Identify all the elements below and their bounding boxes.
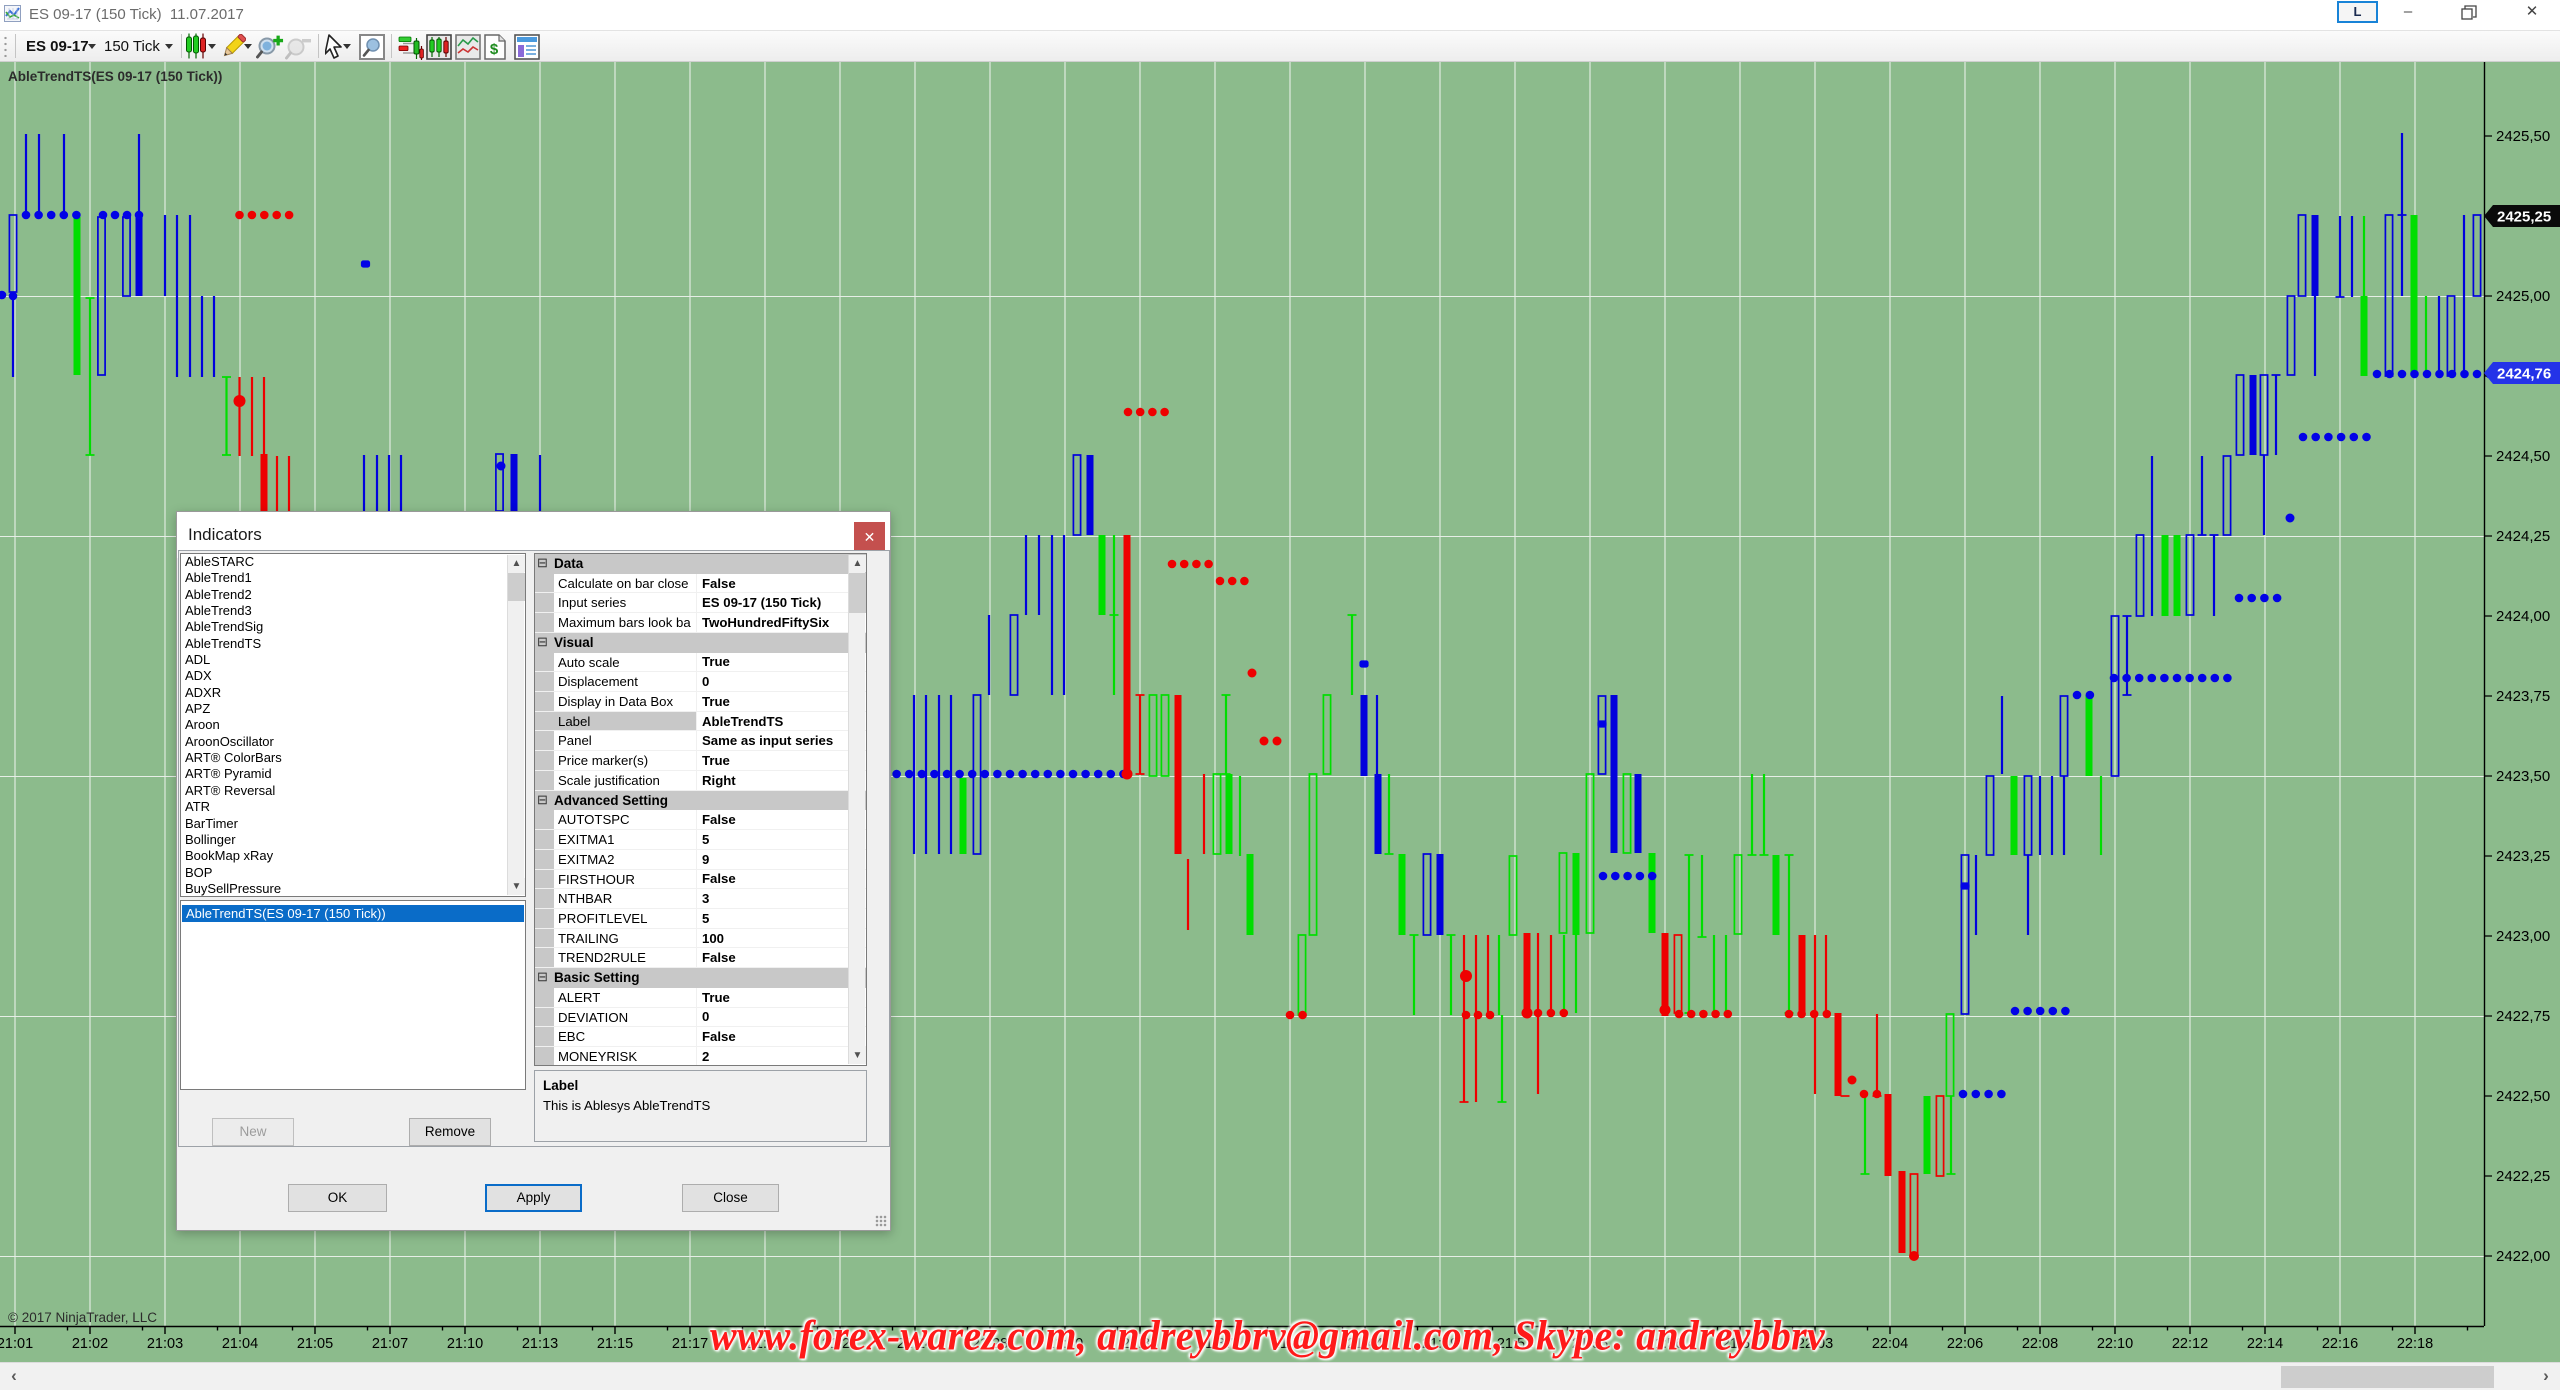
- svg-text:AbleTrendTS(ES 09-17 (150 Tick: AbleTrendTS(ES 09-17 (150 Tick)): [8, 69, 222, 84]
- svg-text:21:05: 21:05: [297, 1336, 333, 1352]
- svg-text:2423,75: 2423,75: [2496, 688, 2550, 705]
- svg-text:2423,50: 2423,50: [2496, 768, 2550, 785]
- svg-text:2422,50: 2422,50: [2496, 1088, 2550, 1105]
- svg-text:21:02: 21:02: [72, 1336, 108, 1352]
- svg-text:21:52: 21:52: [1497, 1336, 1533, 1352]
- svg-text:21:10: 21:10: [447, 1336, 483, 1352]
- svg-text:21:24: 21:24: [897, 1336, 933, 1352]
- svg-text:21:37: 21:37: [1197, 1336, 1233, 1352]
- svg-text:21:49: 21:49: [1422, 1336, 1458, 1352]
- svg-text:22:03: 22:03: [1797, 1336, 1833, 1352]
- svg-text:2425,25: 2425,25: [2497, 209, 2551, 226]
- svg-text:22:16: 22:16: [2322, 1336, 2358, 1352]
- svg-text:21:03: 21:03: [147, 1336, 183, 1352]
- svg-text:22:12: 22:12: [2172, 1336, 2208, 1352]
- svg-text:22:10: 22:10: [2097, 1336, 2133, 1352]
- svg-text:21:30: 21:30: [1047, 1336, 1083, 1352]
- svg-text:21:59: 21:59: [1722, 1336, 1758, 1352]
- svg-text:© 2017 NinjaTrader, LLC: © 2017 NinjaTrader, LLC: [8, 1310, 157, 1325]
- svg-text:21:01: 21:01: [0, 1336, 33, 1352]
- svg-text:21:13: 21:13: [522, 1336, 558, 1352]
- svg-text:2424,76: 2424,76: [2497, 366, 2551, 383]
- svg-text:21:28: 21:28: [972, 1336, 1008, 1352]
- svg-text:21:33: 21:33: [1122, 1336, 1158, 1352]
- svg-text:2425,50: 2425,50: [2496, 128, 2550, 145]
- svg-text:2424,25: 2424,25: [2496, 528, 2550, 545]
- svg-text:21:17: 21:17: [672, 1336, 708, 1352]
- svg-text:2423,25: 2423,25: [2496, 848, 2550, 865]
- svg-text:21:15: 21:15: [597, 1336, 633, 1352]
- svg-text:22:08: 22:08: [2022, 1336, 2058, 1352]
- svg-text:2422,75: 2422,75: [2496, 1008, 2550, 1025]
- svg-text:22:14: 22:14: [2247, 1336, 2283, 1352]
- svg-text:21:56: 21:56: [1647, 1336, 1683, 1352]
- svg-text:21:55: 21:55: [1572, 1336, 1608, 1352]
- svg-text:$: $: [490, 41, 499, 58]
- svg-text:2424,00: 2424,00: [2496, 608, 2550, 625]
- svg-text:21:21: 21:21: [822, 1336, 858, 1352]
- svg-text:22:06: 22:06: [1947, 1336, 1983, 1352]
- svg-text:21:44: 21:44: [1347, 1336, 1383, 1352]
- svg-text:2423,00: 2423,00: [2496, 928, 2550, 945]
- svg-text:2422,25: 2422,25: [2496, 1168, 2550, 1185]
- svg-text:2422,00: 2422,00: [2496, 1248, 2550, 1265]
- svg-text:21:04: 21:04: [222, 1336, 258, 1352]
- svg-text:21:41: 21:41: [1272, 1336, 1308, 1352]
- svg-text:21:07: 21:07: [372, 1336, 408, 1352]
- svg-text:21:19: 21:19: [747, 1336, 783, 1352]
- svg-text:2424,50: 2424,50: [2496, 448, 2550, 465]
- svg-text:22:04: 22:04: [1872, 1336, 1908, 1352]
- svg-text:2425,00: 2425,00: [2496, 288, 2550, 305]
- svg-text:22:18: 22:18: [2397, 1336, 2433, 1352]
